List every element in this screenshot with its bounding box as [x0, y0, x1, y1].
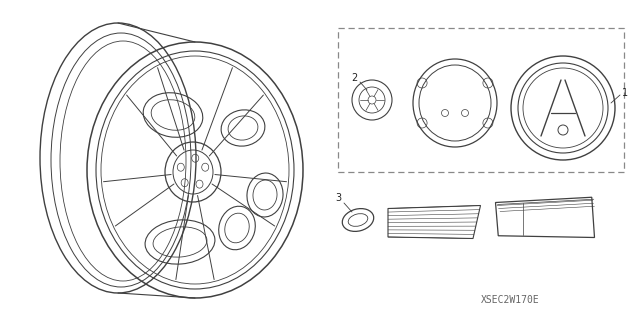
Text: 3: 3 — [335, 193, 341, 203]
Text: XSEC2W170E: XSEC2W170E — [481, 295, 540, 305]
Text: 1: 1 — [622, 88, 628, 98]
Text: 2: 2 — [351, 73, 357, 83]
